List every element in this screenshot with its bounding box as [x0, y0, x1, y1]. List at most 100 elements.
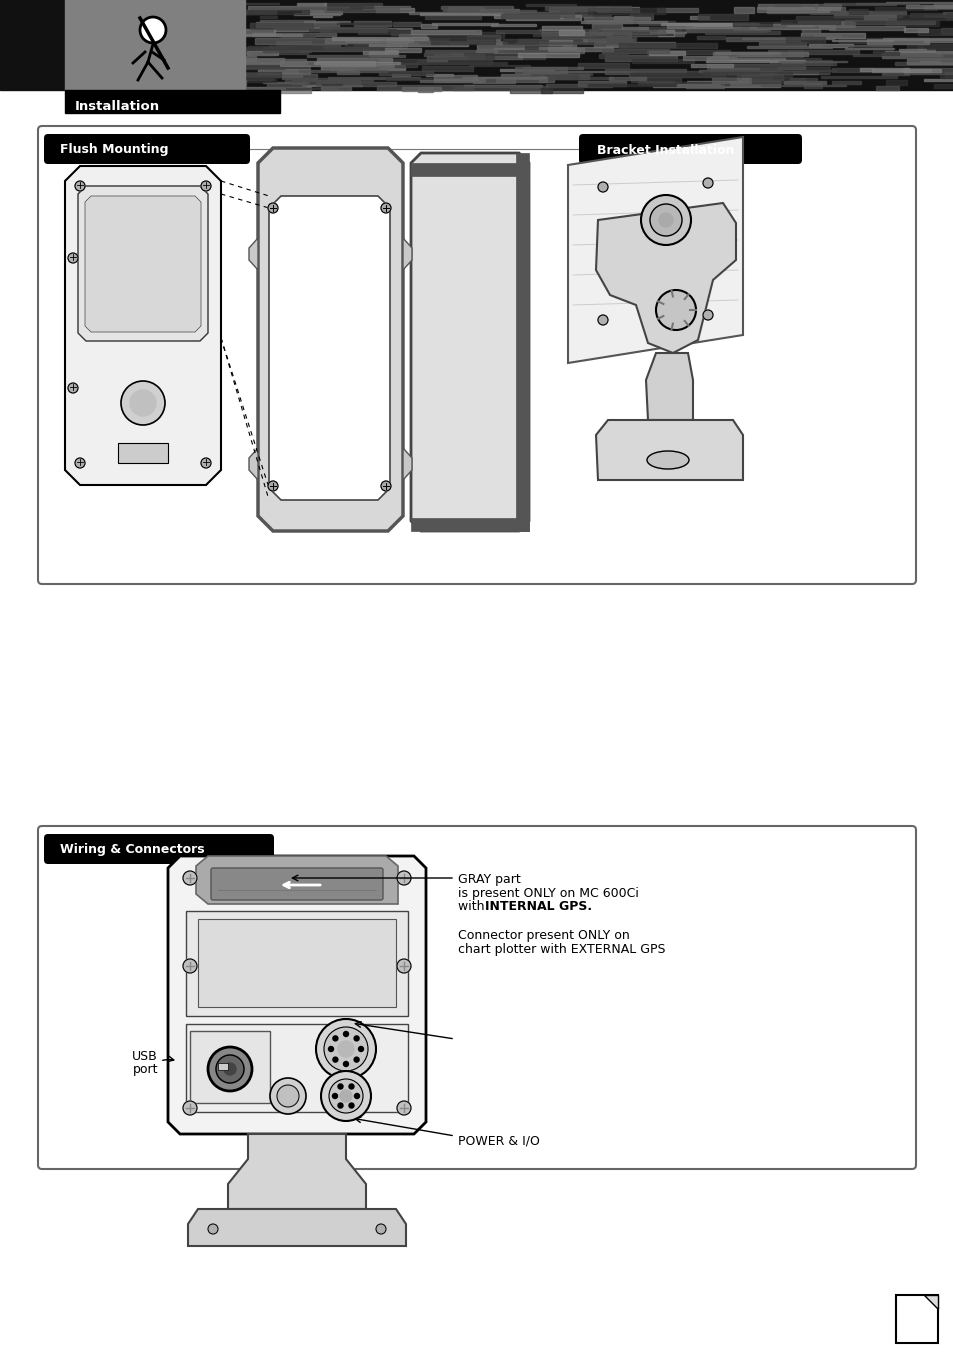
Bar — [324, 38, 377, 42]
Bar — [517, 53, 578, 57]
Bar — [259, 16, 276, 18]
Bar — [0, 0, 953, 91]
Bar — [558, 70, 634, 72]
Circle shape — [328, 1046, 334, 1052]
Bar — [781, 20, 839, 24]
Bar — [500, 74, 589, 80]
Bar — [839, 11, 872, 14]
Circle shape — [396, 959, 411, 973]
Bar — [434, 55, 521, 59]
Circle shape — [343, 1032, 348, 1037]
Bar — [420, 80, 482, 82]
Bar — [711, 68, 758, 74]
Bar — [702, 72, 791, 77]
Circle shape — [380, 203, 391, 214]
Bar — [607, 37, 636, 42]
Bar — [448, 7, 483, 14]
Polygon shape — [596, 420, 742, 480]
Polygon shape — [78, 187, 208, 341]
Bar — [422, 66, 473, 70]
Bar — [605, 45, 626, 47]
Bar — [325, 7, 399, 12]
Bar — [905, 59, 953, 65]
Bar — [379, 59, 426, 64]
Bar — [766, 7, 844, 14]
Bar — [461, 77, 546, 78]
Bar — [292, 80, 359, 84]
Bar — [441, 5, 512, 8]
Bar — [548, 41, 572, 45]
Bar — [296, 3, 326, 5]
Bar — [294, 46, 339, 47]
Bar — [733, 22, 771, 27]
Bar — [582, 39, 634, 42]
Bar — [369, 43, 468, 46]
Bar — [781, 61, 803, 65]
Bar — [284, 78, 372, 81]
Bar — [216, 84, 235, 87]
Circle shape — [339, 1090, 352, 1102]
Bar — [479, 9, 518, 14]
Bar — [872, 47, 891, 53]
Bar — [496, 77, 546, 82]
Bar — [749, 78, 804, 82]
Bar — [690, 64, 733, 68]
Bar — [685, 26, 740, 32]
Bar — [538, 76, 553, 81]
Polygon shape — [85, 196, 201, 333]
Bar — [831, 68, 873, 72]
Bar — [902, 69, 930, 72]
Bar — [558, 30, 583, 35]
Bar — [253, 53, 272, 55]
Bar — [639, 82, 728, 85]
Circle shape — [337, 1041, 354, 1057]
Bar — [65, 0, 245, 91]
Bar — [321, 65, 404, 69]
Bar — [787, 50, 802, 54]
Bar — [309, 30, 395, 31]
Bar — [541, 26, 581, 30]
Text: Wiring & Connectors: Wiring & Connectors — [60, 844, 204, 857]
Polygon shape — [249, 448, 257, 480]
Bar — [224, 88, 311, 93]
Bar — [320, 27, 412, 30]
Bar — [785, 37, 824, 43]
Bar — [242, 9, 309, 14]
Bar — [737, 74, 782, 80]
Bar — [223, 34, 301, 37]
Bar — [828, 26, 904, 30]
Bar — [263, 47, 311, 53]
Bar — [866, 39, 928, 45]
Circle shape — [333, 1057, 337, 1063]
Bar — [201, 9, 276, 14]
Text: Bracket Installation: Bracket Installation — [597, 143, 734, 157]
Bar — [578, 81, 625, 85]
Bar — [588, 84, 676, 87]
Bar — [408, 41, 501, 42]
Bar — [712, 78, 750, 84]
Bar — [299, 70, 387, 73]
Bar — [354, 22, 391, 26]
Circle shape — [75, 181, 85, 191]
Bar — [420, 12, 501, 15]
Bar — [621, 27, 647, 30]
Bar — [393, 22, 420, 26]
Bar — [882, 73, 908, 74]
Bar — [813, 35, 840, 38]
Bar — [337, 70, 358, 74]
Text: is present ONLY on MC 600Ci: is present ONLY on MC 600Ci — [457, 887, 639, 899]
Bar — [525, 4, 576, 5]
Bar — [467, 35, 499, 41]
Bar — [442, 9, 536, 12]
Bar — [523, 72, 558, 73]
Bar — [583, 16, 650, 20]
Bar — [65, 91, 280, 114]
Bar — [917, 30, 953, 35]
Circle shape — [337, 1084, 343, 1088]
Polygon shape — [249, 238, 257, 270]
Bar — [802, 82, 821, 88]
Bar — [618, 43, 717, 47]
Circle shape — [349, 1084, 354, 1088]
Bar — [491, 23, 536, 26]
Bar — [300, 47, 378, 51]
